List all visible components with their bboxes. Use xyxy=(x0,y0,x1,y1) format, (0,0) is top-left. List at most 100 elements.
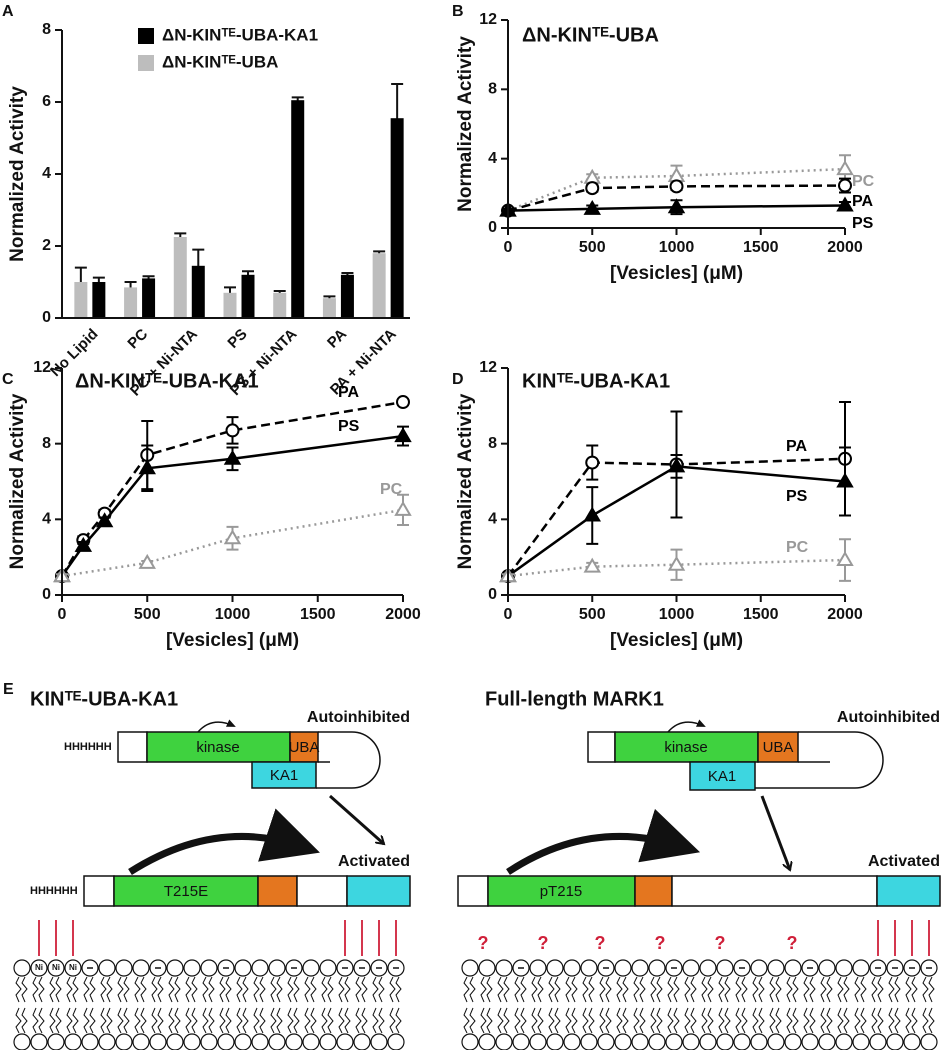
lipid-head xyxy=(478,959,496,977)
uba-domain xyxy=(634,875,673,907)
lipid-tail xyxy=(690,976,697,1003)
n-term-box xyxy=(457,875,489,907)
lipid-head xyxy=(529,959,547,977)
nickel-label: Ni xyxy=(35,963,43,972)
lipid-head xyxy=(30,1033,48,1050)
series-label: PS xyxy=(338,418,360,435)
bar xyxy=(390,118,404,318)
line xyxy=(507,167,846,212)
lipid-tail xyxy=(622,1007,629,1034)
y-tick-label: 8 xyxy=(488,435,497,452)
y-tick-label: 0 xyxy=(488,219,497,236)
lipid-head xyxy=(682,1033,700,1050)
lipid-head xyxy=(818,1033,836,1050)
y-tick-label: 8 xyxy=(488,81,497,98)
kinase-domain xyxy=(113,875,259,907)
uba-domain xyxy=(257,875,298,907)
lipid-tail xyxy=(775,1007,782,1034)
lipid-tail xyxy=(650,976,657,1003)
lipid-tail xyxy=(588,1007,595,1034)
diagram-title: KINᵀᴱ-UBA-KA1 xyxy=(30,688,178,710)
lipid-tail xyxy=(673,1007,680,1034)
lipid-tail xyxy=(803,976,810,1003)
lipid-head xyxy=(580,959,598,977)
lipid-tail xyxy=(639,1007,646,1034)
marker xyxy=(669,179,684,194)
lipid-tail xyxy=(134,1007,141,1034)
lipid-head xyxy=(495,959,513,977)
lipid-tail xyxy=(185,1007,192,1034)
lipid-head xyxy=(268,1033,286,1050)
unknown-label: ? xyxy=(715,933,726,953)
lipid-tail xyxy=(735,976,742,1003)
y-tick-label: 12 xyxy=(33,359,51,376)
lipid-tail xyxy=(66,1007,73,1034)
lipid-head xyxy=(251,1033,269,1050)
linker-box xyxy=(671,875,878,907)
y-tick-label: 8 xyxy=(42,21,51,38)
lipid-tail xyxy=(718,976,725,1003)
lipid-tail xyxy=(89,1007,96,1034)
marker xyxy=(585,455,600,470)
lipid-head xyxy=(115,1033,133,1050)
state-label: Autoinhibited xyxy=(837,709,940,726)
lipid-head xyxy=(597,1033,615,1050)
y-axis-label: Normalized Activity xyxy=(7,86,28,262)
lipid-tail xyxy=(639,976,646,1003)
marker xyxy=(836,196,854,212)
lipid-head xyxy=(818,959,836,977)
lipid-tail xyxy=(168,1007,175,1034)
lipid-tail xyxy=(792,1007,799,1034)
chart-title: ΔN-KINᵀᴱ-UBA-KA1 xyxy=(75,370,259,392)
lipid-tail xyxy=(344,976,351,1003)
transition-arrow xyxy=(329,794,384,844)
lipid-tail xyxy=(191,976,198,1003)
lipid-tail xyxy=(32,976,39,1003)
kinase-domain xyxy=(146,731,291,763)
lipid-tail xyxy=(389,976,396,1003)
lipid-tail xyxy=(531,1007,538,1034)
lipid-tail xyxy=(361,1007,368,1034)
ka1-domain xyxy=(876,875,941,907)
lipid-tail xyxy=(372,1007,379,1034)
state-label: Autoinhibited xyxy=(307,709,410,726)
lipid-tail xyxy=(758,1007,765,1034)
lipid-tail xyxy=(622,976,629,1003)
lipid-tail xyxy=(928,1007,935,1034)
lipid-tail xyxy=(236,1007,243,1034)
lipid-tail xyxy=(894,1007,901,1034)
marker xyxy=(836,160,854,176)
marker xyxy=(583,199,601,215)
lipid-tail xyxy=(293,976,300,1003)
lipid-head xyxy=(750,1033,768,1050)
lipid-tail xyxy=(735,1007,742,1034)
lipid-head xyxy=(495,1033,513,1050)
lipid-tail xyxy=(21,976,28,1003)
lipid-tail xyxy=(49,976,56,1003)
lipid-head xyxy=(784,1033,802,1050)
lipid-tail xyxy=(259,976,266,1003)
lipid-head xyxy=(217,1033,235,1050)
nickel-label: Ni xyxy=(52,963,60,972)
lipid-tail xyxy=(174,976,181,1003)
series-label: PS xyxy=(852,215,874,232)
marker xyxy=(223,449,242,465)
lipid-head xyxy=(716,1033,734,1050)
lipid-tail xyxy=(304,976,311,1003)
lipid-tail xyxy=(480,1007,487,1034)
lipid-head xyxy=(30,959,48,977)
marker xyxy=(95,512,114,528)
panel-label: B xyxy=(452,3,464,20)
lipid-tail xyxy=(38,1007,45,1034)
lipid-tail xyxy=(588,976,595,1003)
y-axis-label: Normalized Activity xyxy=(7,393,28,569)
x-tick-label: 2000 xyxy=(385,606,421,623)
series-label: PS xyxy=(786,488,808,505)
lipid-tail xyxy=(32,1007,39,1034)
linker-box xyxy=(296,875,348,907)
panel-label: E xyxy=(3,681,14,698)
lipid-head xyxy=(149,1033,167,1050)
lipid-tail xyxy=(758,976,765,1003)
lipid-tail xyxy=(701,976,708,1003)
